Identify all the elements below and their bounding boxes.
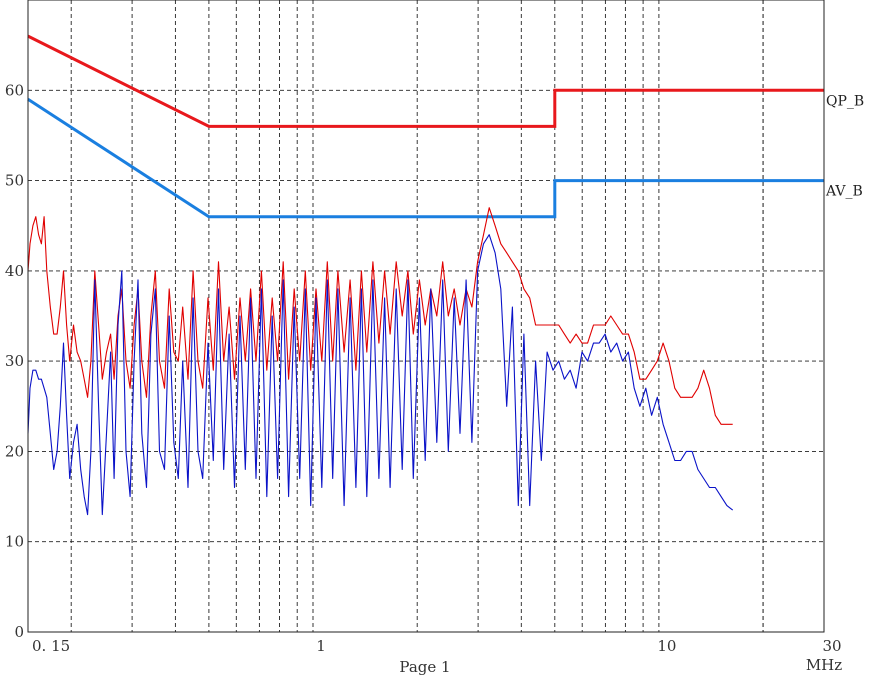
y-tick-label: 20 [5,442,24,460]
y-tick-label: 10 [5,533,24,551]
x-tick-label: 1 [316,637,326,655]
limit-line-labels: QP_B AV_B [825,93,864,199]
limit-label-av-b: AV_B [825,184,863,200]
y-tick-label: 60 [5,81,24,99]
page-label: Page 1 [399,658,450,676]
plot-frame [27,0,825,633]
grid [28,0,824,632]
y-tick-label: 50 [5,172,24,190]
y-tick-label: 40 [5,262,24,280]
y-tick-label: 30 [5,352,24,370]
y-tick-label: 0 [14,623,24,641]
x-tick-label: 10 [657,637,676,655]
x-tick-labels: 0. 15 1 10 30 [32,637,842,655]
limit-label-qp-b: QP_B [826,93,864,109]
y-tick-labels: 0 10 20 30 40 50 60 [5,81,24,641]
limit-line-av-b [27,98,824,219]
measurement-series [27,207,734,516]
trace-red [27,207,733,425]
limit-lines [27,34,824,219]
trace-blue [27,234,734,516]
x-tick-label: 0. 15 [32,637,70,655]
x-tick-label: 30 [822,637,841,655]
limit-line-qp-b [27,34,824,128]
plot-background [28,0,824,632]
x-unit-label: MHz [806,656,842,674]
